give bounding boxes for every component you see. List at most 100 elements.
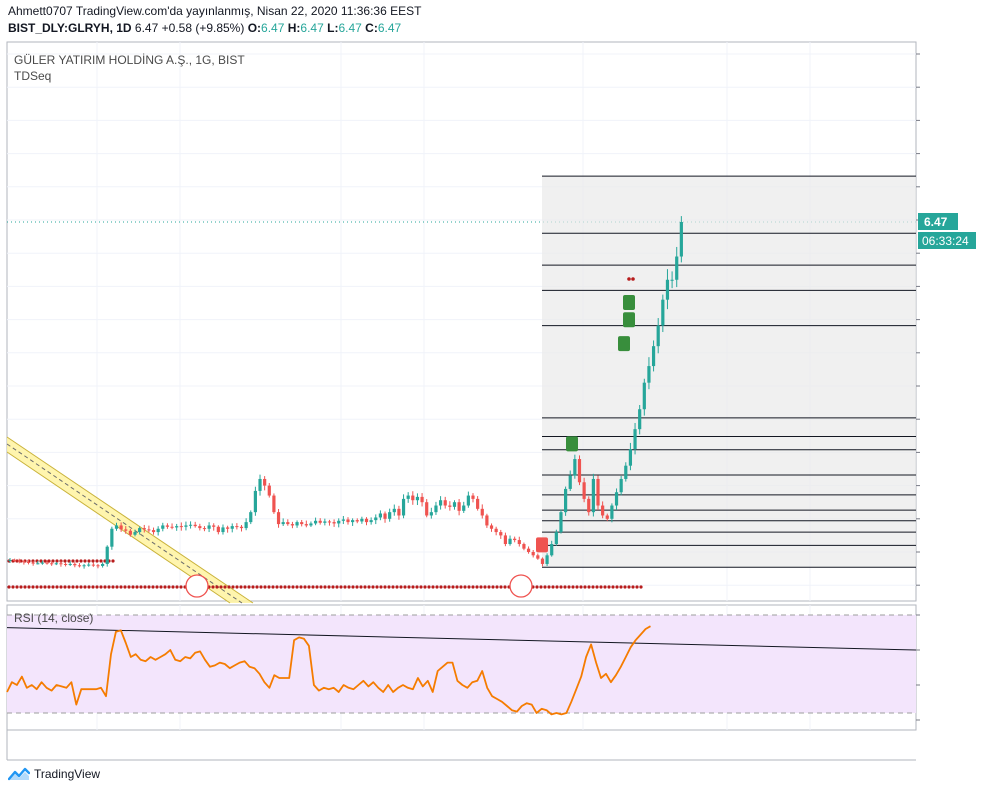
high-value: 6.47 — [300, 21, 324, 35]
support-dot — [347, 585, 351, 589]
candle-body — [207, 525, 211, 529]
support-dot — [299, 585, 303, 589]
chart-canvas[interactable]: GÜLER YATIRIM HOLDİNG A.Ş., 1G, BIST TDS… — [0, 0, 987, 765]
candle-body — [476, 498, 480, 509]
support-dot — [591, 585, 595, 589]
support-dot — [635, 585, 639, 589]
trend-channel-upper — [6, 436, 254, 604]
candle-body — [337, 520, 341, 524]
support-dot — [67, 585, 71, 589]
candle-body — [480, 508, 484, 516]
candle-body — [503, 535, 508, 545]
support-dot — [123, 585, 127, 589]
ohlc-line: BIST_DLY:GLRYH, 1D 6.47 +0.58 (+9.85%) O… — [8, 21, 401, 35]
support-dot — [279, 585, 283, 589]
candle-body — [309, 523, 313, 526]
candle-body — [466, 495, 470, 506]
support-dot — [551, 585, 555, 589]
support-dot — [231, 585, 235, 589]
support-dot — [267, 585, 271, 589]
candle-body — [216, 526, 220, 533]
candle-body — [378, 513, 382, 518]
close-value: 6.47 — [377, 21, 402, 35]
candle-body — [151, 530, 156, 533]
candle-body — [96, 565, 100, 567]
support-dot — [571, 585, 575, 589]
support-dot — [415, 585, 419, 589]
candle-body — [388, 512, 392, 519]
resistance-dot — [87, 559, 91, 563]
candle-body — [170, 526, 174, 528]
candle-body — [54, 563, 58, 565]
candle-body — [647, 366, 651, 383]
candle-body — [448, 505, 452, 507]
support-dot — [275, 585, 279, 589]
support-dot — [323, 585, 327, 589]
support-dot — [567, 585, 571, 589]
support-dot — [219, 585, 223, 589]
candle-body — [624, 465, 628, 479]
candle-body — [332, 522, 336, 524]
resistance-dot — [55, 559, 59, 563]
candle-body — [45, 562, 49, 564]
support-dot — [115, 585, 119, 589]
candle-body — [452, 502, 457, 507]
change-value: +0.58 (+9.85%) — [161, 21, 245, 35]
candle-body — [13, 559, 17, 561]
candle-body — [675, 256, 679, 280]
support-dot — [343, 585, 347, 589]
fib-area — [542, 176, 916, 568]
candle-body — [517, 540, 521, 545]
trend-channel-mid — [6, 443, 243, 604]
support-dot — [439, 585, 443, 589]
rsi-label: RSI (14, close) — [14, 611, 93, 625]
earnings-marker — [509, 574, 533, 598]
resistance-dot — [63, 559, 67, 563]
candle-body — [434, 505, 438, 513]
resistance-dot — [39, 559, 43, 563]
td-dot — [627, 277, 631, 281]
candle-body — [323, 521, 327, 523]
candle-body — [499, 532, 503, 536]
candle-body — [281, 522, 285, 525]
support-dot — [227, 585, 231, 589]
candle-body — [22, 561, 26, 563]
low-label: L: — [327, 21, 339, 35]
support-dot — [271, 585, 275, 589]
support-dot — [499, 585, 503, 589]
candle-body — [244, 522, 248, 529]
support-dot — [307, 585, 311, 589]
candle-body — [383, 513, 387, 519]
td-marker — [623, 312, 635, 328]
support-dot — [283, 585, 287, 589]
candle-body — [230, 526, 234, 529]
candle-body — [165, 525, 170, 527]
support-dot — [119, 585, 123, 589]
support-dot — [563, 585, 567, 589]
tradingview-logo-icon — [8, 767, 30, 781]
candle-body — [374, 517, 378, 521]
candle-body — [327, 521, 332, 523]
candle-body — [591, 478, 595, 513]
support-dot — [495, 585, 499, 589]
candle-body — [124, 529, 128, 531]
support-dot — [155, 585, 159, 589]
support-dot — [151, 585, 155, 589]
candle-body — [286, 522, 290, 525]
support-dot — [631, 585, 635, 589]
support-dot — [259, 585, 263, 589]
support-dot — [167, 585, 171, 589]
candle-body — [550, 544, 554, 556]
support-dot — [35, 585, 39, 589]
candle-body — [489, 525, 494, 529]
support-dot — [335, 585, 339, 589]
support-dot — [407, 585, 411, 589]
support-dot — [127, 585, 131, 589]
support-dot — [99, 585, 103, 589]
support-dot — [59, 585, 63, 589]
candle-body — [559, 512, 563, 533]
support-dot — [427, 585, 431, 589]
support-dot — [251, 585, 255, 589]
support-dot — [419, 585, 423, 589]
candle-body — [587, 498, 591, 513]
